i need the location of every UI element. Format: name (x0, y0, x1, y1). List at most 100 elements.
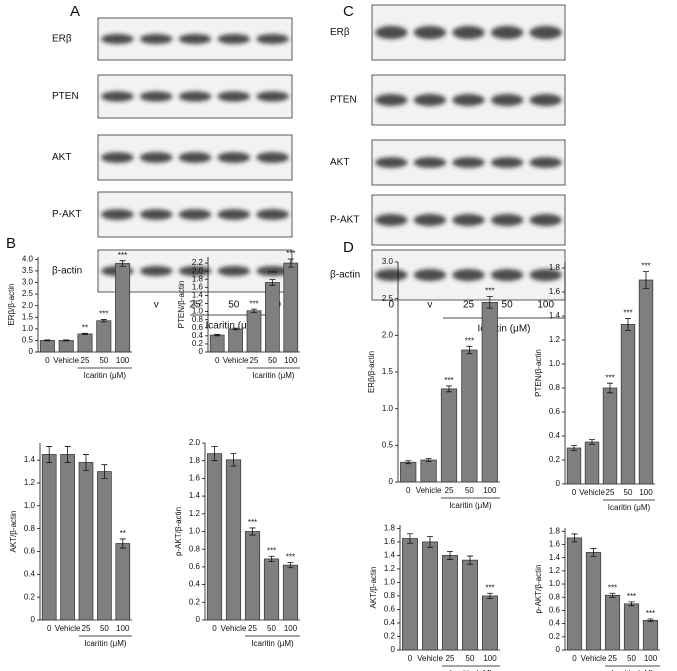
error-bar (447, 550, 453, 560)
x-tick-label: 100 (284, 356, 298, 365)
blot-band (139, 265, 173, 277)
bar (77, 333, 93, 353)
group-label: Icaritin (μM) (608, 503, 651, 512)
group-label: Icaritin (μM) (449, 501, 492, 510)
lane-label: v (154, 300, 159, 311)
x-tick-label: Vehicle (581, 654, 607, 663)
blot-band (139, 152, 173, 163)
blot-band (178, 91, 212, 102)
blot-band (101, 152, 134, 163)
bar (623, 603, 640, 651)
blot-band (375, 157, 408, 168)
x-tick-label: Vehicle (416, 486, 442, 495)
y-tick-label: 2.0 (189, 438, 201, 447)
blot-row-label: PTEN (330, 95, 357, 106)
y-tick-label: 2.0 (192, 266, 204, 275)
blot-row-label: P-AKT (330, 215, 359, 226)
bar (402, 538, 418, 651)
lane-label: 50 (228, 300, 240, 311)
y-tick-label: 2.0 (382, 330, 394, 339)
group-label: Icaritin (μM) (84, 371, 127, 380)
blot-band (413, 269, 447, 281)
y-tick-label: 0.6 (384, 605, 396, 614)
blot-band (375, 214, 408, 226)
significance-label: ** (82, 323, 88, 332)
y-tick-label: 0.6 (549, 606, 561, 615)
y-tick-label: 1.4 (384, 551, 396, 560)
bar (96, 320, 112, 353)
significance-label: *** (485, 583, 494, 592)
y-tick-label: 1.4 (192, 291, 204, 300)
significance-label: *** (605, 373, 614, 382)
significance-label: *** (627, 592, 636, 601)
error-bar (609, 592, 616, 598)
x-tick-label: 50 (624, 488, 633, 497)
error-bar (63, 339, 70, 342)
blot-band (452, 157, 485, 168)
y-tick-label: 0 (196, 615, 201, 624)
error-bar (83, 454, 89, 471)
error-bar (119, 260, 126, 267)
error-bar (44, 339, 51, 342)
y-tick-label: 0.4 (384, 618, 396, 627)
blot-band (529, 94, 562, 106)
blot-band (490, 25, 524, 40)
blot-band (101, 209, 134, 220)
y-tick-label: 0.8 (24, 524, 36, 533)
y-tick-label: 0.6 (24, 547, 36, 556)
x-tick-label: 100 (483, 486, 497, 495)
error-bar (427, 536, 433, 548)
y-tick-label: 0.8 (549, 592, 561, 601)
y-tick-label: 1.0 (192, 307, 204, 316)
blot-band (139, 33, 173, 45)
bar (584, 441, 600, 485)
blot-band (178, 152, 212, 163)
bar (566, 537, 583, 651)
y-tick-label: 1.4 (189, 491, 201, 500)
error-bar (82, 332, 88, 336)
blot-band (413, 157, 447, 168)
blot-band (413, 94, 447, 106)
error-bar (625, 318, 631, 331)
x-tick-label: 0 (408, 654, 413, 663)
bar (642, 619, 659, 651)
error-bar (269, 279, 276, 286)
y-tick-label: 1.0 (22, 324, 34, 333)
group-label: Icaritin (μM) (611, 669, 654, 671)
x-tick-label: 0 (572, 654, 577, 663)
panel-label: A (70, 3, 80, 20)
y-tick-label: 0.4 (549, 431, 561, 440)
y-tick-label: 2.5 (382, 294, 394, 303)
error-bar (230, 453, 237, 467)
blot-band (452, 269, 485, 281)
x-tick-label: 25 (446, 654, 455, 663)
error-bar (628, 601, 635, 607)
significance-label: *** (286, 553, 295, 562)
y-tick-label: 0.2 (549, 455, 561, 464)
blot-band (256, 33, 289, 45)
y-tick-label: 0.2 (189, 597, 201, 606)
error-bar (467, 555, 473, 565)
x-tick-label: 100 (639, 488, 653, 497)
y-tick-label: 3.0 (382, 257, 394, 266)
x-tick-label: 50 (627, 654, 636, 663)
bar (60, 454, 75, 621)
x-tick-label: 0 (406, 486, 411, 495)
blot-band (529, 269, 562, 281)
bar (115, 543, 131, 621)
bar (442, 555, 458, 651)
bar (282, 564, 299, 621)
y-tick-label: 1.8 (549, 526, 561, 535)
y-tick-label: 2.5 (22, 289, 34, 298)
significance-label: *** (485, 287, 494, 296)
blot-row-label: ERβ (52, 34, 72, 45)
error-bar (287, 258, 294, 268)
x-tick-label: 25 (248, 624, 257, 633)
bar (263, 558, 280, 621)
x-tick-label: 25 (82, 624, 91, 633)
error-bar (607, 382, 613, 394)
error-bar (46, 446, 53, 463)
x-tick-label: 100 (116, 624, 130, 633)
error-bar (425, 458, 432, 462)
y-tick-label: 1.8 (189, 456, 201, 465)
